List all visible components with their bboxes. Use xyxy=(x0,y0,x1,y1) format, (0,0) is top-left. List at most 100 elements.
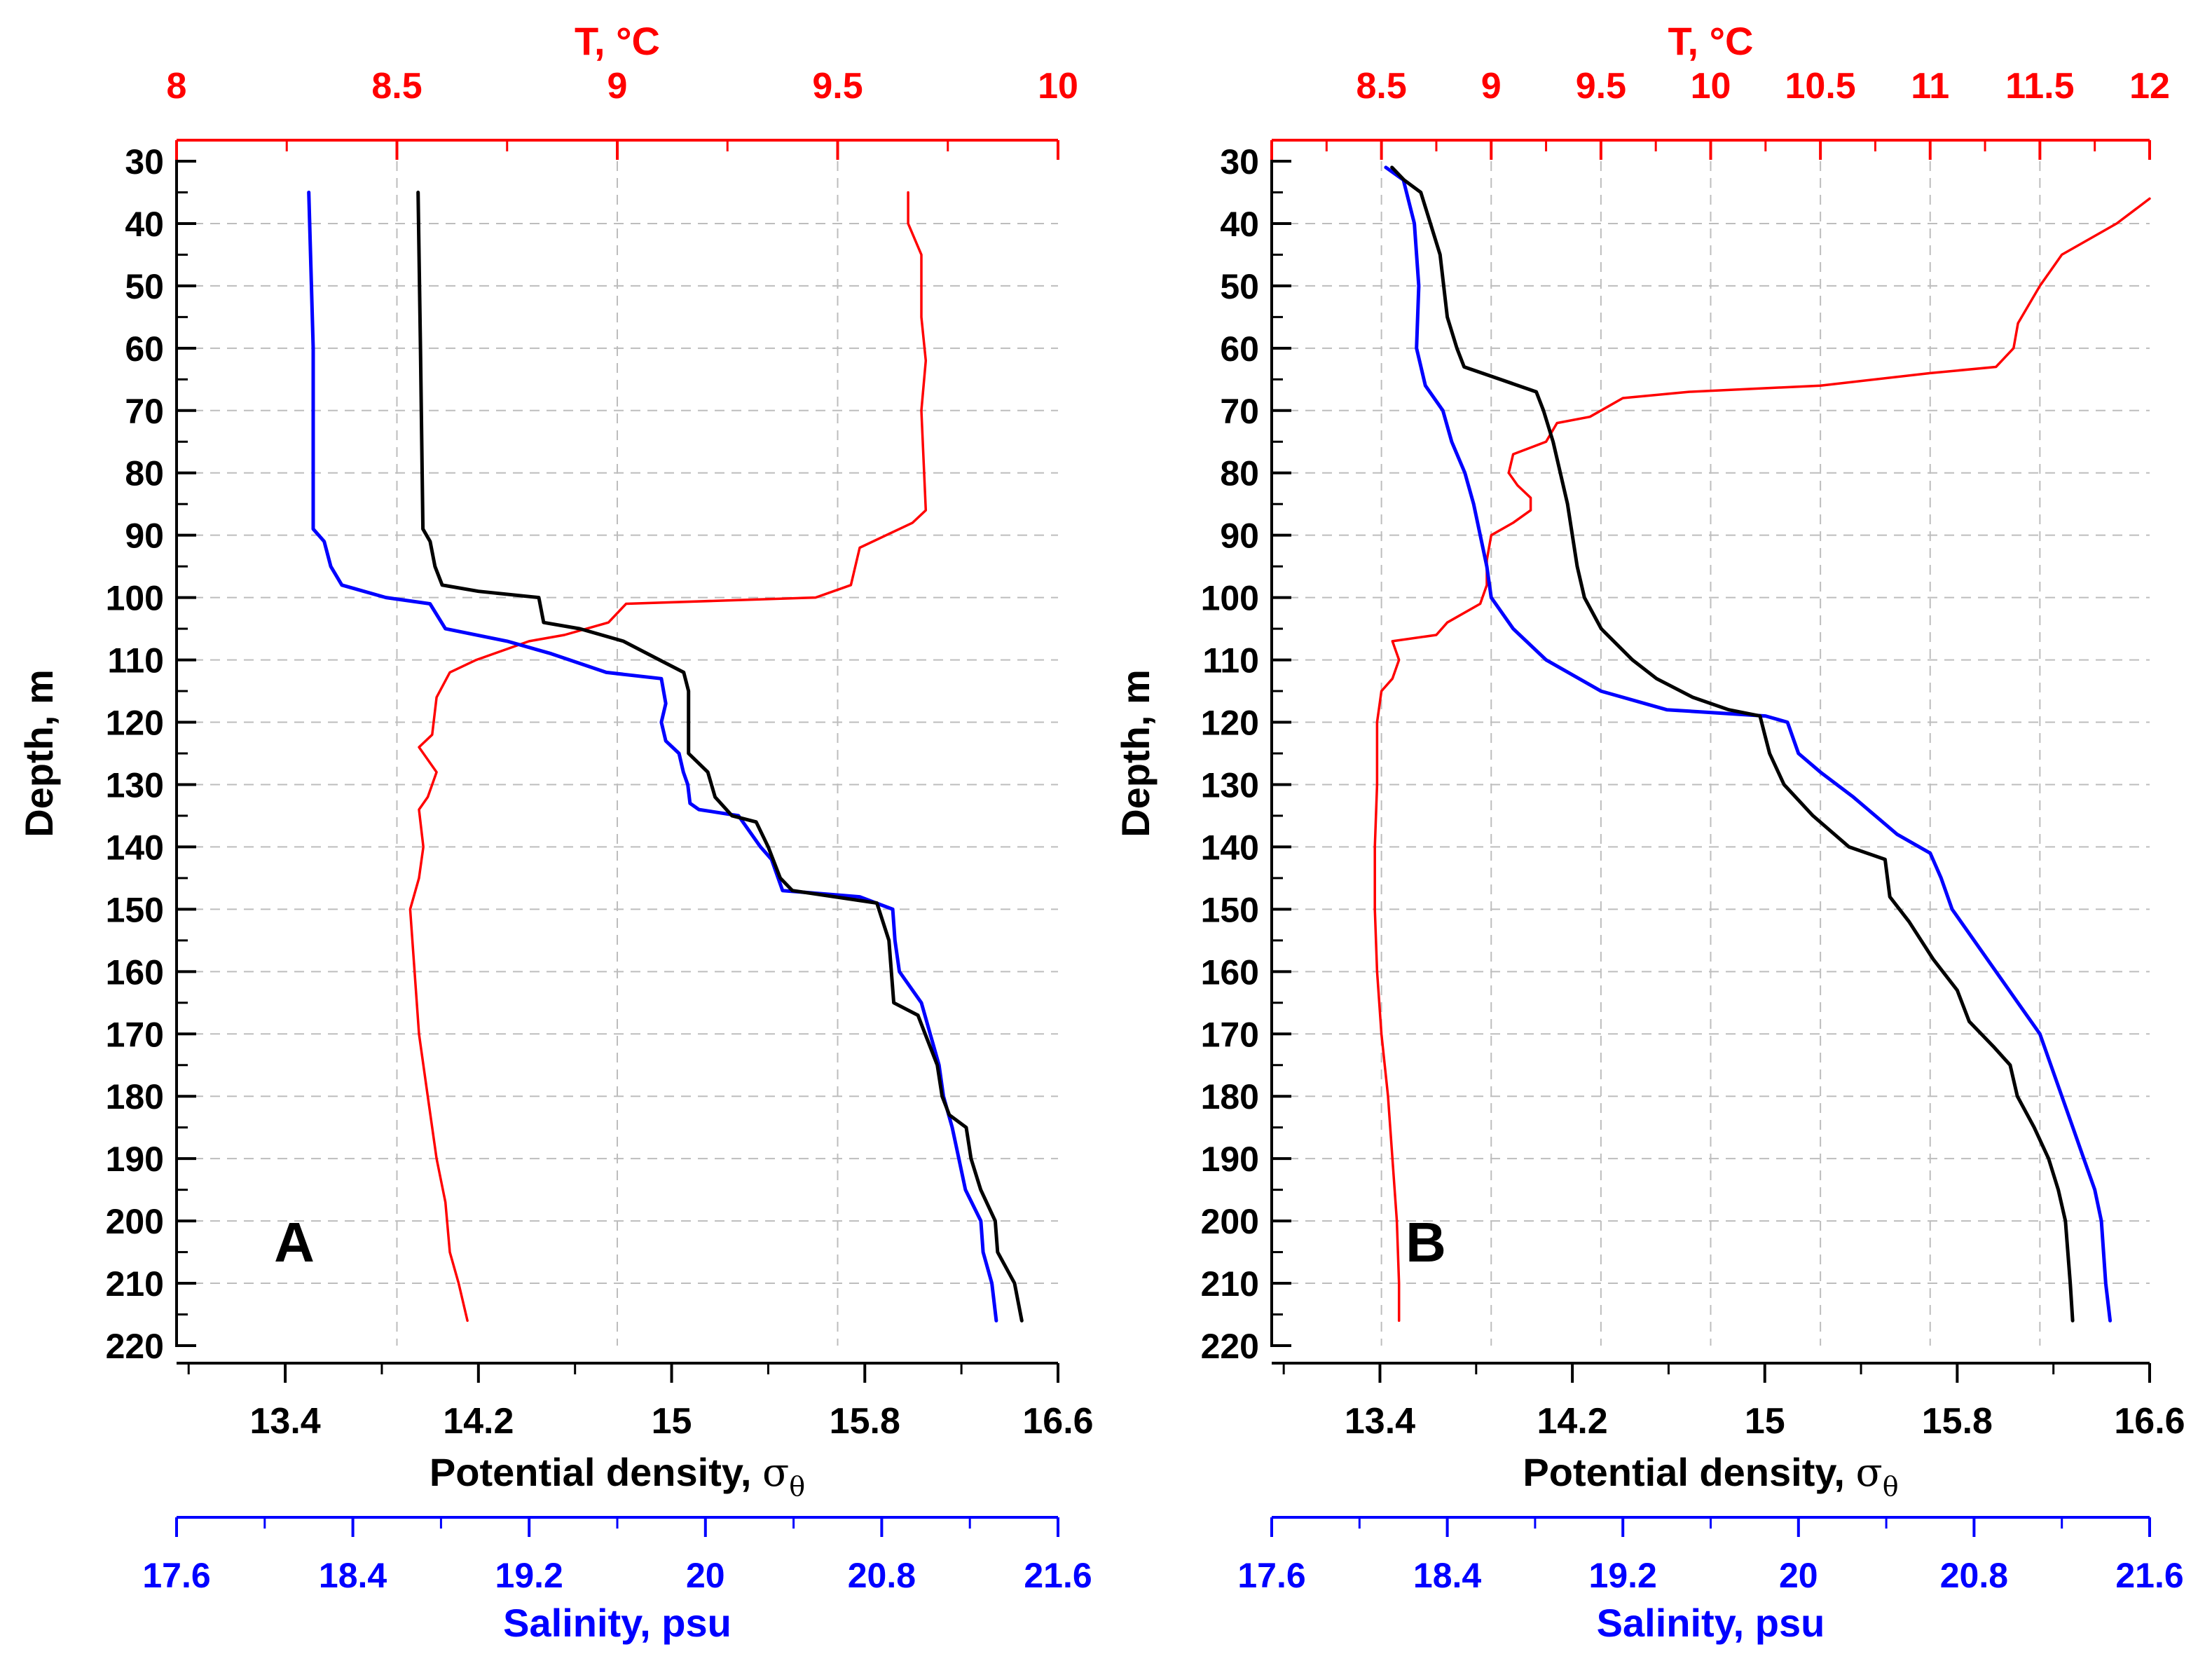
depth-tick-label: 100 xyxy=(106,579,164,618)
theta-subscript: θ xyxy=(789,1471,805,1502)
density-tick-label: 13.4 xyxy=(249,1401,320,1442)
density-tick-label: 15 xyxy=(652,1401,692,1442)
series-lines xyxy=(1373,165,2151,1322)
depth-tick-label: 40 xyxy=(125,205,164,244)
depth-tick-label: 130 xyxy=(106,765,164,805)
depth-tick-label: 50 xyxy=(125,267,164,306)
temperature-tick-label: 8.5 xyxy=(1356,66,1406,107)
salinity-tick-label: 21.6 xyxy=(1024,1556,1092,1595)
depth-tick-label: 120 xyxy=(1201,704,1259,743)
depth-tick-label: 80 xyxy=(125,454,164,493)
depth-tick-label: 70 xyxy=(1220,392,1259,431)
depth-axis-title: Depth, m xyxy=(17,669,61,838)
depth-tick-label: 90 xyxy=(1220,517,1259,556)
depth-tick-label: 190 xyxy=(106,1140,164,1179)
salinity-axis-title: Salinity, psu xyxy=(503,1601,731,1645)
density-axis-title-text: Potential density, xyxy=(1523,1450,1855,1494)
depth-tick-label: 210 xyxy=(106,1264,164,1304)
temperature-tick-label: 10.5 xyxy=(1785,66,1856,107)
density-tick-label: 15.8 xyxy=(1922,1401,1993,1442)
density-axis: 13.4 14.2 15 15.8 16.6 Potential density, σθ xyxy=(177,1362,1094,1502)
salinity-tick-label: 20 xyxy=(1779,1556,1818,1595)
grid xyxy=(177,161,1058,1346)
panel-a: 30 40 50 60 70 80 90 100 110 120 130 140 150 160 170 18… xyxy=(17,19,1094,1645)
density-tick-label: 16.6 xyxy=(2114,1401,2185,1442)
depth-axis: 30 40 50 60 70 80 90 100 110 120 130 140 150 160 170 18… xyxy=(17,142,196,1366)
temperature-axis: 8.5 9 9.5 10 10.5 11 11.5 12 T, °C xyxy=(1270,19,2170,160)
temperature-tick-label: 9 xyxy=(1481,66,1502,107)
salinity-tick-label: 17.6 xyxy=(1237,1556,1305,1595)
depth-tick-label: 130 xyxy=(1201,765,1259,805)
temperature-axis-title: T, °C xyxy=(1668,19,1754,63)
temperature-axis-title: T, °C xyxy=(575,19,660,63)
temperature-tick-label: 11 xyxy=(1911,66,1949,107)
depth-tick-label: 140 xyxy=(1201,828,1259,867)
depth-tick-label: 40 xyxy=(1220,205,1259,244)
depth-tick-label: 170 xyxy=(1201,1015,1259,1054)
salinity-axis: 17.6 18.4 19.2 20 20.8 21.6 Salinity, psu xyxy=(142,1516,1092,1645)
depth-tick-label: 100 xyxy=(1201,579,1259,618)
salinity-tick-label: 17.6 xyxy=(142,1556,210,1595)
depth-tick-label: 30 xyxy=(125,142,164,182)
density-axis: 13.4 14.2 15 15.8 16.6 Potential density, σθ xyxy=(1272,1362,2185,1502)
temperature-tick-label: 10 xyxy=(1038,66,1078,107)
grid xyxy=(1272,161,2150,1346)
temperature-line xyxy=(1373,197,2151,1322)
depth-tick-label: 50 xyxy=(1220,267,1259,306)
salinity-line xyxy=(1384,165,2113,1322)
depth-axis-title: Depth, m xyxy=(1113,669,1157,838)
density-tick-label: 13.4 xyxy=(1345,1401,1415,1442)
salinity-tick-label: 20.8 xyxy=(848,1556,916,1595)
potential-density-line xyxy=(416,191,1024,1322)
temperature-tick-label: 10 xyxy=(1691,66,1731,107)
depth-tick-label: 60 xyxy=(125,329,164,369)
series-lines xyxy=(307,191,1024,1322)
salinity-tick-label: 19.2 xyxy=(495,1556,563,1595)
density-tick-label: 16.6 xyxy=(1022,1401,1093,1442)
temperature-tick-label: 9 xyxy=(607,66,628,107)
depth-tick-label: 80 xyxy=(1220,454,1259,493)
salinity-tick-label: 20 xyxy=(686,1556,725,1595)
temperature-line xyxy=(408,191,928,1322)
depth-axis: 30 40 50 60 70 80 90 100 110 120 130 140 150 160 170 18… xyxy=(1113,142,1291,1366)
depth-tick-label: 60 xyxy=(1220,329,1259,369)
salinity-axis-title: Salinity, psu xyxy=(1597,1601,1825,1645)
temperature-tick-label: 12 xyxy=(2129,66,2170,107)
potential-density-line xyxy=(1390,165,2075,1322)
depth-tick-label: 30 xyxy=(1220,142,1259,182)
depth-tick-label: 220 xyxy=(1201,1327,1259,1366)
depth-tick-label: 160 xyxy=(1201,952,1259,992)
salinity-tick-label: 20.8 xyxy=(1940,1556,2008,1595)
depth-tick-label: 200 xyxy=(1201,1202,1259,1241)
depth-tick-label: 220 xyxy=(106,1327,164,1366)
salinity-tick-label: 18.4 xyxy=(319,1556,387,1595)
panel-label: B xyxy=(1406,1211,1446,1273)
density-axis-title-text: Potential density, xyxy=(430,1450,762,1494)
temperature-tick-label: 8 xyxy=(167,66,187,107)
depth-tick-label: 120 xyxy=(106,704,164,743)
salinity-line xyxy=(307,191,998,1322)
salinity-tick-label: 19.2 xyxy=(1589,1556,1657,1595)
depth-tick-label: 90 xyxy=(125,517,164,556)
depth-tick-label: 140 xyxy=(106,828,164,867)
depth-tick-label: 160 xyxy=(106,952,164,992)
sigma-symbol: σ xyxy=(762,1450,789,1496)
depth-tick-label: 150 xyxy=(1201,890,1259,929)
depth-tick-label: 110 xyxy=(107,641,164,681)
depth-tick-label: 200 xyxy=(106,1202,164,1241)
depth-tick-label: 170 xyxy=(106,1015,164,1054)
panel-b: 30 40 50 60 70 80 90 100 110 120 130 140 150 160 170 18… xyxy=(1113,19,2185,1645)
depth-tick-label: 210 xyxy=(1201,1264,1259,1304)
salinity-axis: 17.6 18.4 19.2 20 20.8 21.6 Salinity, psu xyxy=(1237,1516,2184,1645)
temperature-tick-label: 9.5 xyxy=(812,66,863,107)
depth-tick-label: 180 xyxy=(106,1077,164,1116)
density-axis-title: Potential density, σθ xyxy=(430,1450,805,1502)
density-axis-title: Potential density, σθ xyxy=(1523,1450,1898,1502)
temperature-tick-label: 8.5 xyxy=(371,66,422,107)
depth-tick-label: 180 xyxy=(1201,1077,1259,1116)
salinity-tick-label: 18.4 xyxy=(1413,1556,1482,1595)
depth-tick-label: 150 xyxy=(106,890,164,929)
depth-tick-label: 110 xyxy=(1202,641,1259,681)
density-tick-label: 14.2 xyxy=(1537,1401,1608,1442)
